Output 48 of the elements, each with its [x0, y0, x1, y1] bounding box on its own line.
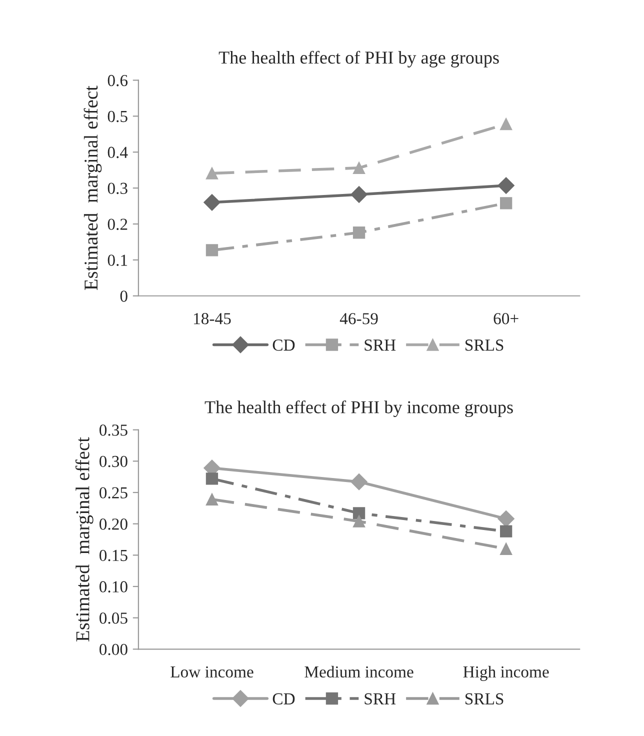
- y-tick-label: 0.35: [100, 424, 128, 436]
- point: [204, 194, 220, 211]
- legend-label: SRH: [364, 340, 396, 351]
- y-tick-label: 0.05: [100, 612, 128, 624]
- y-tick-label: 0.6: [108, 74, 128, 86]
- point: [350, 186, 368, 203]
- y-tick-label: 0.15: [100, 550, 128, 562]
- point: [352, 226, 366, 239]
- y-tick-label: 0.3: [108, 182, 128, 194]
- point: [498, 177, 514, 194]
- y-tick-label: 0.00: [100, 644, 128, 656]
- point: [500, 542, 512, 555]
- y-tick-label: 0.20: [100, 518, 128, 530]
- legend-label: CD: [272, 340, 295, 351]
- point: [350, 473, 368, 490]
- legend-label: SRLS: [466, 693, 504, 704]
- point: [206, 472, 218, 485]
- y-tick-label: 0.10: [100, 581, 128, 593]
- y-axis-title: Estimated marginal effect: [75, 437, 94, 642]
- point: [500, 525, 512, 538]
- y-tick-label: 0.1: [108, 254, 128, 266]
- y-tick-label: 0.25: [100, 487, 128, 499]
- x-tick-label: High income: [463, 666, 549, 681]
- y-tick-label: 0: [120, 290, 128, 302]
- y-tick-label: 0.5: [108, 110, 128, 122]
- point: [498, 510, 514, 528]
- x-tick-label: Medium income: [304, 666, 414, 678]
- y-axis-title: Estimated marginal effect: [84, 86, 102, 290]
- point: [352, 515, 366, 528]
- point: [206, 493, 218, 506]
- point: [500, 197, 512, 210]
- x-tick-label: 46-59: [340, 313, 378, 324]
- point: [352, 162, 366, 174]
- point: [206, 244, 218, 256]
- point: [352, 507, 366, 520]
- x-tick-label: 60+: [494, 313, 518, 324]
- y-tick-label: 0.4: [108, 146, 128, 158]
- chart-title: The health effect of PHI by income groups: [204, 400, 513, 418]
- x-tick-label: 18-45: [194, 313, 231, 324]
- legend-label: SRH: [364, 693, 396, 704]
- chart-title: The health effect of PHI by age groups: [218, 50, 499, 68]
- legend-label: SRLS: [466, 340, 504, 351]
- y-tick-label: 0.30: [100, 456, 128, 468]
- y-tick-label: 0.2: [108, 218, 128, 230]
- point: [206, 167, 218, 180]
- legend-label: CD: [272, 693, 295, 704]
- x-tick-label: Low income: [170, 666, 254, 678]
- point: [500, 118, 512, 130]
